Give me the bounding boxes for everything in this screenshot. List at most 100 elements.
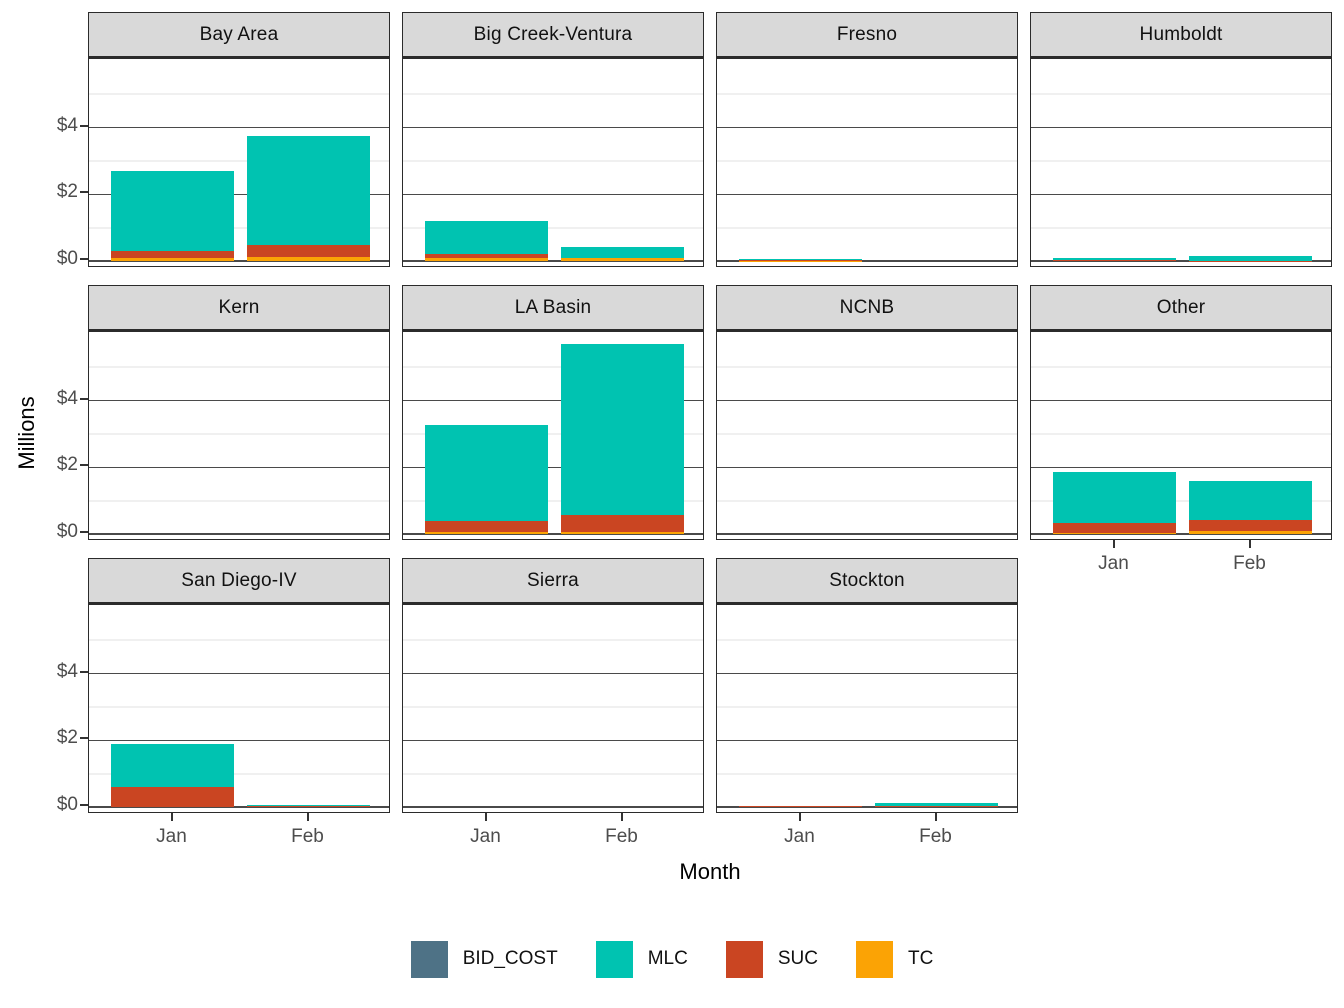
- major-gridline: [403, 193, 703, 195]
- facet-strip: Kern: [88, 285, 390, 330]
- major-gridline: [89, 672, 389, 675]
- legend: BID_COST MLC SUC TC: [0, 928, 1344, 990]
- minor-gridline: [403, 639, 703, 642]
- bar-segment-mlc: [111, 743, 234, 787]
- facet-title: Kern: [218, 296, 260, 318]
- x-tick-label: Jan: [470, 826, 501, 847]
- bar-segment-tc: [425, 532, 548, 534]
- major-gridline: [717, 193, 1017, 195]
- y-tick-label: $0: [56, 521, 78, 542]
- stacked-bar-feb: [247, 135, 370, 261]
- major-gridline: [403, 806, 703, 808]
- facet-strip: NCNB: [716, 285, 1018, 330]
- minor-gridline: [89, 772, 389, 775]
- bar-segment-tc: [1053, 532, 1176, 534]
- bar-segment-suc: [875, 805, 998, 807]
- stacked-bar-feb: [247, 804, 370, 807]
- facet-strip: Other: [1030, 285, 1332, 330]
- y-tick-label: $4: [56, 114, 78, 136]
- minor-gridline: [1031, 159, 1331, 162]
- x-tick-label: Feb: [291, 826, 324, 847]
- facet-strip: Sierra: [402, 558, 704, 603]
- x-tick-label: Feb: [919, 826, 952, 847]
- major-gridline: [1031, 193, 1331, 195]
- major-gridline: [403, 533, 703, 535]
- x-axis-title: Month: [679, 859, 741, 884]
- minor-gridline: [89, 366, 389, 369]
- major-gridline: [717, 739, 1017, 741]
- plot-area: [716, 57, 1018, 267]
- facet-title: Other: [1156, 296, 1206, 318]
- minor-gridline: [717, 159, 1017, 162]
- bar-segment-suc: [1053, 522, 1176, 533]
- y-tick-mark: [80, 258, 88, 260]
- x-tick-mark: [1112, 540, 1115, 548]
- bar-segment-tc: [1189, 530, 1312, 534]
- bar-segment-suc: [425, 254, 548, 259]
- facet-strip: LA Basin: [402, 285, 704, 330]
- facet-title: Sierra: [527, 569, 579, 591]
- minor-gridline: [403, 772, 703, 775]
- minor-gridline: [717, 499, 1017, 502]
- major-gridline: [403, 126, 703, 129]
- bar-segment-mlc: [1189, 480, 1312, 520]
- facet-strip: Humboldt: [1030, 12, 1332, 57]
- bar-segment-suc: [1189, 519, 1312, 531]
- minor-gridline: [89, 499, 389, 502]
- legend-item-suc: SUC: [725, 940, 818, 978]
- minor-gridline: [1031, 366, 1331, 369]
- minor-gridline: [89, 226, 389, 229]
- bar-segment-suc: [425, 520, 548, 533]
- facet-title: LA Basin: [514, 296, 592, 318]
- plot-area: [402, 57, 704, 267]
- x-tick-label: Jan: [784, 826, 815, 847]
- y-tick-label: $2: [56, 454, 78, 476]
- plot-area: [1030, 57, 1332, 267]
- major-gridline: [89, 193, 389, 195]
- major-gridline: [717, 533, 1017, 535]
- y-tick-mark: [80, 464, 88, 467]
- facet-strip: Fresno: [716, 12, 1018, 57]
- legend-item-mlc: MLC: [595, 940, 688, 978]
- bar-segment-suc: [247, 806, 370, 807]
- major-gridline: [403, 466, 703, 468]
- bar-segment-suc: [561, 514, 684, 533]
- legend-swatch-suc: [725, 940, 763, 978]
- legend-label: MLC: [647, 948, 688, 969]
- stacked-bar-feb: [1189, 255, 1312, 261]
- minor-gridline: [89, 705, 389, 708]
- facet-title: Humboldt: [1139, 23, 1223, 45]
- y-tick-mark: [80, 124, 88, 127]
- major-gridline: [717, 672, 1017, 675]
- bar-segment-mlc: [1053, 257, 1176, 261]
- minor-gridline: [403, 499, 703, 502]
- minor-gridline: [89, 639, 389, 642]
- bar-segment-mlc: [111, 170, 234, 251]
- major-gridline: [1031, 399, 1331, 402]
- stacked-bar-jan: [425, 424, 548, 534]
- x-tick-mark: [306, 813, 309, 821]
- minor-gridline: [403, 432, 703, 435]
- bar-segment-mlc: [425, 424, 548, 521]
- legend-item-bid_cost: BID_COST: [410, 940, 558, 978]
- bar-segment-tc: [111, 258, 234, 261]
- major-gridline: [403, 739, 703, 741]
- bar-segment-mlc: [425, 220, 548, 255]
- bar-segment-mlc: [1189, 255, 1312, 261]
- bar-segment-tc: [561, 258, 684, 261]
- plot-area: [716, 603, 1018, 813]
- bar-segment-tc: [425, 258, 548, 261]
- minor-gridline: [403, 366, 703, 369]
- minor-gridline: [1031, 226, 1331, 229]
- y-tick-label: $0: [56, 794, 78, 815]
- minor-gridline: [717, 226, 1017, 229]
- bar-segment-mlc: [739, 258, 862, 261]
- x-tick-label: Jan: [1098, 553, 1129, 574]
- minor-gridline: [717, 93, 1017, 96]
- facet-strip: Bay Area: [88, 12, 390, 57]
- minor-gridline: [89, 159, 389, 162]
- major-gridline: [717, 126, 1017, 129]
- major-gridline: [717, 806, 1017, 808]
- plot-area: [88, 603, 390, 813]
